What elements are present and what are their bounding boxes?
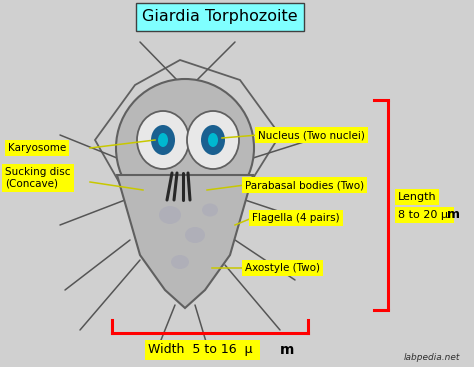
Text: Flagella (4 pairs): Flagella (4 pairs) — [252, 213, 340, 223]
Text: m: m — [447, 208, 460, 222]
Ellipse shape — [116, 79, 254, 217]
Text: labpedia.net: labpedia.net — [404, 353, 460, 363]
Ellipse shape — [201, 125, 225, 155]
Text: Parabasal bodies (Two): Parabasal bodies (Two) — [245, 180, 364, 190]
Ellipse shape — [208, 133, 218, 147]
Text: Sucking disc
(Concave): Sucking disc (Concave) — [5, 167, 71, 189]
Text: Giardia Torphozoite: Giardia Torphozoite — [142, 10, 298, 25]
Ellipse shape — [158, 133, 168, 147]
Text: Nucleus (Two nuclei): Nucleus (Two nuclei) — [258, 130, 365, 140]
Text: 8 to 20 μ: 8 to 20 μ — [398, 210, 452, 220]
Polygon shape — [117, 175, 253, 308]
Ellipse shape — [202, 203, 218, 217]
Text: m: m — [280, 343, 294, 357]
Ellipse shape — [137, 111, 189, 169]
Ellipse shape — [171, 255, 189, 269]
Text: Length: Length — [398, 192, 437, 202]
Ellipse shape — [159, 206, 181, 224]
Text: Axostyle (Two): Axostyle (Two) — [245, 263, 320, 273]
Ellipse shape — [185, 227, 205, 243]
Text: Karyosome: Karyosome — [8, 143, 66, 153]
Text: Width  5 to 16  μ: Width 5 to 16 μ — [148, 344, 256, 356]
Ellipse shape — [187, 111, 239, 169]
Ellipse shape — [151, 125, 175, 155]
